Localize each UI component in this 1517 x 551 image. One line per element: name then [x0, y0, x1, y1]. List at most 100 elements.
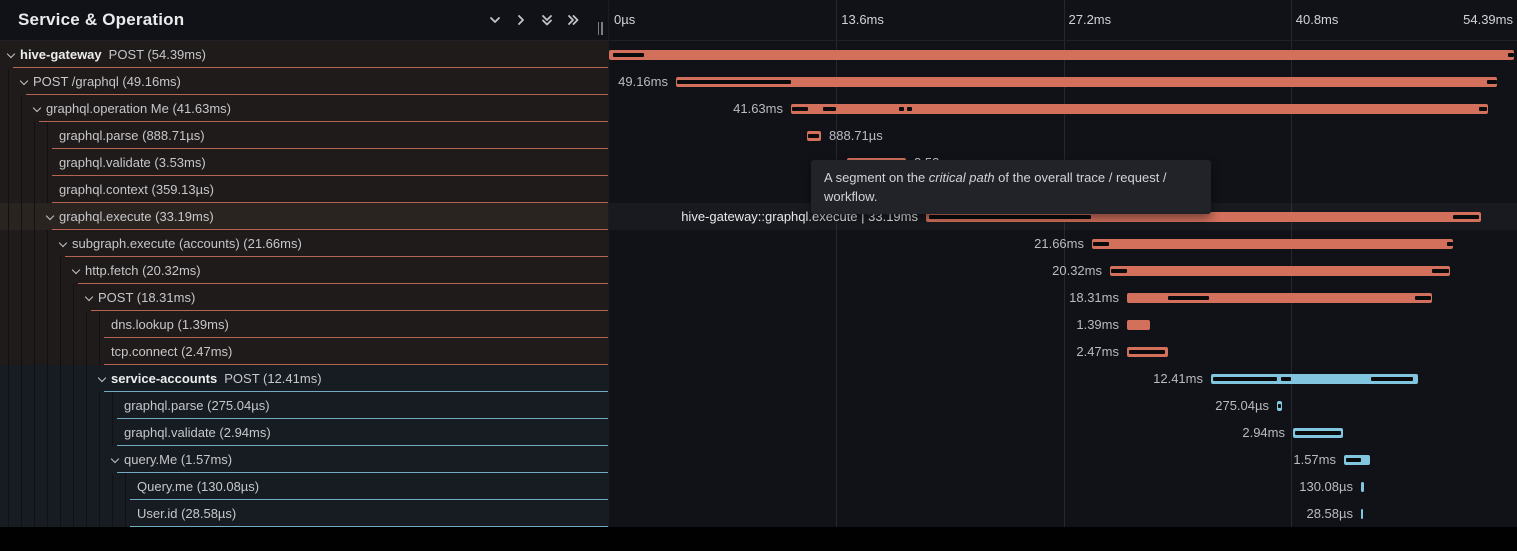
indent-guide	[21, 284, 22, 311]
waterfall-row[interactable]: 2.94ms	[609, 419, 1517, 446]
span-bar[interactable]	[1361, 482, 1364, 492]
tree-row[interactable]: query.Me (1.57ms)	[0, 446, 608, 473]
span-bar[interactable]	[926, 212, 1481, 222]
indent-guide	[47, 338, 48, 365]
indent-guide	[34, 419, 35, 446]
chevron-down-icon[interactable]	[482, 7, 508, 33]
indent-guide	[21, 311, 22, 338]
indent-guide	[34, 284, 35, 311]
critical-path-segment	[1278, 404, 1281, 408]
gridline	[1290, 0, 1292, 527]
tree-row[interactable]: http.fetch (20.32ms)	[0, 257, 608, 284]
chevron-down-icon[interactable]	[98, 375, 106, 383]
waterfall-row[interactable]: 28.58µs	[609, 500, 1517, 527]
indent-guide	[73, 365, 74, 392]
indent-guide	[34, 473, 35, 500]
tree-row[interactable]: graphql.parse (888.71µs)	[0, 122, 608, 149]
chevron-down-icon[interactable]	[72, 267, 80, 275]
chevron-down-icon[interactable]	[59, 240, 67, 248]
tree-row[interactable]: graphql.validate (2.94ms)	[0, 419, 608, 446]
chevron-down-icon[interactable]	[111, 456, 119, 464]
row-underline	[104, 364, 608, 365]
indent-guide	[8, 230, 9, 257]
critical-path-segment	[1479, 107, 1487, 111]
waterfall-panel: 0µs 13.6ms 27.2ms 40.8ms 54.39ms 49.16ms 41.6…	[608, 0, 1517, 527]
waterfall-row[interactable]: 1.57ms	[609, 446, 1517, 473]
chevron-down-icon[interactable]	[7, 51, 15, 59]
duration-label: 130.08µs	[1299, 479, 1353, 494]
panel-resize-grip[interactable]	[595, 22, 605, 37]
tree-row[interactable]: hive-gateway POST (54.39ms)	[0, 41, 608, 68]
critical-path-segment	[808, 134, 819, 138]
tree-row[interactable]: subgraph.execute (accounts) (21.66ms)	[0, 230, 608, 257]
indent-guide	[21, 149, 22, 176]
waterfall-row[interactable]: 275.04µs	[609, 392, 1517, 419]
chevron-down-icon[interactable]	[46, 213, 54, 221]
critical-path-segment	[1415, 296, 1431, 300]
duration-label: 21.66ms	[1034, 236, 1084, 251]
indent-guide	[60, 446, 61, 473]
indent-guide	[73, 284, 74, 311]
tree-row[interactable]: graphql.context (359.13µs)	[0, 176, 608, 203]
indent-guide	[60, 473, 61, 500]
indent-guide	[99, 419, 100, 446]
tree-row[interactable]: service-accounts POST (12.41ms)	[0, 365, 608, 392]
tree-row[interactable]: User.id (28.58µs)	[0, 500, 608, 527]
tree-row[interactable]: graphql.parse (275.04µs)	[0, 392, 608, 419]
span-bar[interactable]	[1211, 374, 1418, 384]
service-name: hive-gateway	[20, 47, 102, 62]
double-chevron-down-icon[interactable]	[534, 7, 560, 33]
duration-label: 888.71µs	[829, 128, 883, 143]
waterfall-row[interactable]: 20.32ms	[609, 257, 1517, 284]
waterfall-row[interactable]: 21.66ms	[609, 230, 1517, 257]
span-bar[interactable]	[1110, 266, 1450, 276]
waterfall-row[interactable]	[609, 41, 1517, 68]
indent-guide	[47, 392, 48, 419]
span-bar[interactable]	[791, 104, 1488, 114]
chevron-right-icon[interactable]	[508, 7, 534, 33]
span-bar[interactable]	[1092, 239, 1453, 249]
waterfall-row[interactable]: 41.63ms	[609, 95, 1517, 122]
span-name-label: service-accounts POST (12.41ms)	[111, 371, 322, 386]
indent-guide	[8, 203, 9, 230]
tree-row[interactable]: POST (18.31ms)	[0, 284, 608, 311]
waterfall-row[interactable]: 1.39ms	[609, 311, 1517, 338]
span-name-label: graphql.execute (33.19ms)	[59, 209, 214, 224]
span-bar[interactable]	[676, 77, 1497, 87]
chevron-down-icon[interactable]	[85, 294, 93, 302]
waterfall-row[interactable]: 18.31ms	[609, 284, 1517, 311]
tree-row[interactable]: dns.lookup (1.39ms)	[0, 311, 608, 338]
waterfall-rows: 49.16ms41.63ms888.71µs3.53ms359.13µshive…	[609, 41, 1517, 527]
row-underline	[117, 445, 608, 446]
span-bar[interactable]	[609, 50, 1514, 60]
critical-path-segment	[907, 107, 912, 111]
double-chevron-right-icon[interactable]	[560, 7, 586, 33]
indent-guide	[21, 365, 22, 392]
tree-row[interactable]: graphql.validate (3.53ms)	[0, 149, 608, 176]
row-underline	[52, 148, 608, 149]
tree-row[interactable]: graphql.execute (33.19ms)	[0, 203, 608, 230]
indent-guide	[21, 419, 22, 446]
tree-row[interactable]: tcp.connect (2.47ms)	[0, 338, 608, 365]
span-name-label: graphql.validate (3.53ms)	[59, 155, 206, 170]
span-bar[interactable]	[1361, 509, 1363, 519]
span-bar[interactable]	[1127, 320, 1150, 330]
duration-label: 18.31ms	[1069, 290, 1119, 305]
tree-row[interactable]: POST /graphql (49.16ms)	[0, 68, 608, 95]
chevron-down-icon[interactable]	[20, 78, 28, 86]
waterfall-row[interactable]: 888.71µs	[609, 122, 1517, 149]
waterfall-row[interactable]: 2.47ms	[609, 338, 1517, 365]
indent-guide	[47, 473, 48, 500]
waterfall-row[interactable]: 49.16ms	[609, 68, 1517, 95]
waterfall-row[interactable]: 130.08µs	[609, 473, 1517, 500]
tree-row[interactable]: Query.me (130.08µs)	[0, 473, 608, 500]
waterfall-row[interactable]: 12.41ms	[609, 365, 1517, 392]
indent-guide	[47, 230, 48, 257]
span-bar[interactable]	[1127, 293, 1432, 303]
tree-row[interactable]: graphql.operation Me (41.63ms)	[0, 95, 608, 122]
indent-guide	[112, 392, 113, 419]
chevron-down-icon[interactable]	[33, 105, 41, 113]
duration-label: 1.39ms	[1076, 317, 1119, 332]
duration-label: 2.94ms	[1242, 425, 1285, 440]
